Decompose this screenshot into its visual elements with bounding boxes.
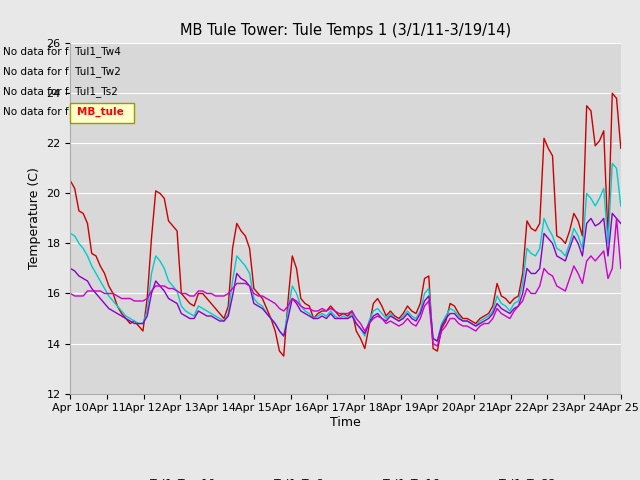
Tul1_Ts-32cm bbox=[67, 290, 74, 296]
Tul1_Tw+10cm bbox=[476, 316, 484, 322]
Tul1_Ts-8cm bbox=[429, 336, 437, 341]
Tul1_Ts-32cm bbox=[617, 265, 625, 271]
Tul1_Ts-16cm bbox=[609, 211, 616, 216]
Tul1_Ts-16cm bbox=[353, 321, 360, 326]
Text: No data for f  Tul1_Ts2: No data for f Tul1_Ts2 bbox=[3, 86, 118, 97]
Tul1_Tw+10cm bbox=[433, 348, 441, 354]
Tul1_Ts-16cm bbox=[301, 311, 309, 316]
Tul1_Tw+10cm bbox=[356, 336, 364, 341]
Tul1_Tw+10cm bbox=[502, 296, 509, 301]
Tul1_Ts-8cm bbox=[476, 318, 484, 324]
Tul1_Ts-32cm bbox=[301, 306, 309, 312]
Tul1_Ts-32cm bbox=[429, 341, 437, 347]
Y-axis label: Temperature (C): Temperature (C) bbox=[28, 168, 41, 269]
Tul1_Ts-32cm bbox=[612, 216, 620, 221]
Tul1_Ts-16cm bbox=[429, 336, 437, 341]
Text: No data for f  Tul1_Tw4: No data for f Tul1_Tw4 bbox=[3, 46, 121, 57]
Tul1_Tw+10cm bbox=[280, 353, 287, 359]
Legend: Tul1_Tw+10cm, Tul1_Ts-8cm, Tul1_Ts-16cm, Tul1_Ts-32cm: Tul1_Tw+10cm, Tul1_Ts-8cm, Tul1_Ts-16cm,… bbox=[115, 473, 577, 480]
Tul1_Ts-32cm bbox=[502, 313, 509, 319]
Tul1_Ts-8cm bbox=[353, 321, 360, 326]
Tul1_Ts-8cm bbox=[301, 308, 309, 314]
Tul1_Ts-8cm bbox=[67, 230, 74, 236]
Tul1_Ts-8cm bbox=[502, 303, 509, 309]
Tul1_Tw+10cm bbox=[609, 90, 616, 96]
Tul1_Tw+10cm bbox=[216, 311, 223, 316]
Line: Tul1_Ts-32cm: Tul1_Ts-32cm bbox=[70, 218, 621, 346]
Tul1_Ts-16cm bbox=[502, 308, 509, 314]
Tul1_Tw+10cm bbox=[305, 303, 313, 309]
Text: No data for f  Tul1_Tw2: No data for f Tul1_Tw2 bbox=[3, 66, 121, 77]
Text: No data for f  Tul1_Ts: No data for f Tul1_Ts bbox=[3, 106, 111, 117]
Tul1_Ts-8cm bbox=[433, 338, 441, 344]
Text: MB_tule: MB_tule bbox=[77, 107, 124, 117]
Line: Tul1_Ts-16cm: Tul1_Ts-16cm bbox=[70, 214, 621, 341]
Tul1_Ts-16cm bbox=[67, 265, 74, 271]
Title: MB Tule Tower: Tule Temps 1 (3/1/11-3/19/14): MB Tule Tower: Tule Temps 1 (3/1/11-3/19… bbox=[180, 23, 511, 38]
Tul1_Ts-32cm bbox=[216, 293, 223, 299]
Tul1_Ts-16cm bbox=[433, 338, 441, 344]
Line: Tul1_Ts-8cm: Tul1_Ts-8cm bbox=[70, 163, 621, 341]
Tul1_Tw+10cm bbox=[67, 178, 74, 184]
Tul1_Ts-16cm bbox=[476, 321, 484, 326]
Tul1_Tw+10cm bbox=[617, 145, 625, 151]
Tul1_Ts-32cm bbox=[476, 323, 484, 329]
Tul1_Ts-32cm bbox=[353, 316, 360, 322]
Tul1_Ts-8cm bbox=[617, 203, 625, 209]
Line: Tul1_Tw+10cm: Tul1_Tw+10cm bbox=[70, 93, 621, 356]
Tul1_Ts-8cm bbox=[609, 160, 616, 166]
Tul1_Ts-8cm bbox=[216, 316, 223, 322]
X-axis label: Time: Time bbox=[330, 416, 361, 429]
Tul1_Ts-16cm bbox=[617, 220, 625, 226]
Tul1_Ts-32cm bbox=[433, 343, 441, 349]
Tul1_Ts-16cm bbox=[216, 318, 223, 324]
